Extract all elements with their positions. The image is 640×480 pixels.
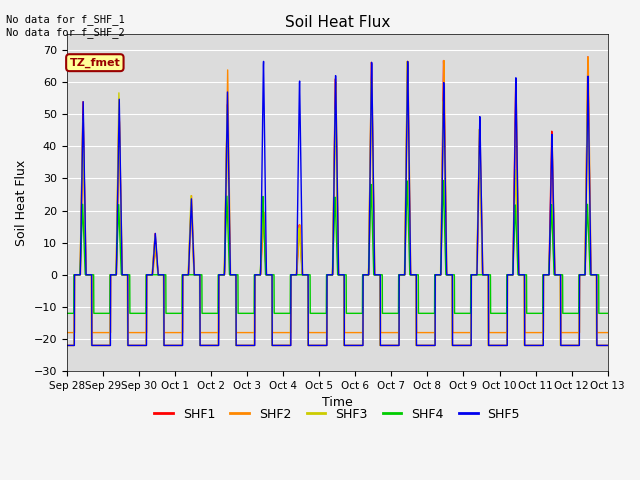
Text: No data for f_SHF_1
No data for f_SHF_2: No data for f_SHF_1 No data for f_SHF_2 <box>6 14 125 38</box>
X-axis label: Time: Time <box>322 396 353 409</box>
Legend: SHF1, SHF2, SHF3, SHF4, SHF5: SHF1, SHF2, SHF3, SHF4, SHF5 <box>149 403 525 426</box>
Y-axis label: Soil Heat Flux: Soil Heat Flux <box>15 159 28 246</box>
Title: Soil Heat Flux: Soil Heat Flux <box>285 15 390 30</box>
Text: TZ_fmet: TZ_fmet <box>70 58 120 68</box>
